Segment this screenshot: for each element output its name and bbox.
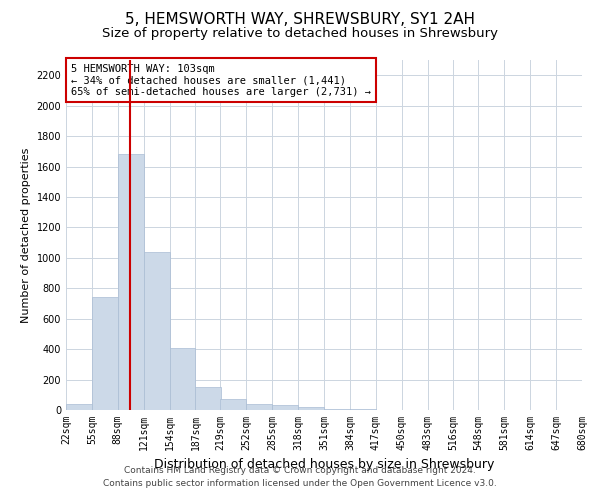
Bar <box>170 348 196 410</box>
Y-axis label: Number of detached properties: Number of detached properties <box>21 148 31 322</box>
Text: Contains HM Land Registry data © Crown copyright and database right 2024.
Contai: Contains HM Land Registry data © Crown c… <box>103 466 497 487</box>
Bar <box>272 406 298 410</box>
Bar <box>324 409 350 410</box>
Text: 5, HEMSWORTH WAY, SHREWSBURY, SY1 2AH: 5, HEMSWORTH WAY, SHREWSBURY, SY1 2AH <box>125 12 475 28</box>
Bar <box>92 298 118 410</box>
Text: 5 HEMSWORTH WAY: 103sqm
← 34% of detached houses are smaller (1,441)
65% of semi: 5 HEMSWORTH WAY: 103sqm ← 34% of detache… <box>71 64 371 96</box>
Bar <box>350 409 376 410</box>
Bar <box>66 404 92 410</box>
Bar <box>220 398 247 410</box>
Bar <box>298 407 324 410</box>
Bar <box>247 404 272 410</box>
X-axis label: Distribution of detached houses by size in Shrewsbury: Distribution of detached houses by size … <box>154 458 494 471</box>
Bar <box>118 154 143 410</box>
Bar <box>143 252 170 410</box>
Text: Size of property relative to detached houses in Shrewsbury: Size of property relative to detached ho… <box>102 28 498 40</box>
Bar <box>196 387 221 410</box>
